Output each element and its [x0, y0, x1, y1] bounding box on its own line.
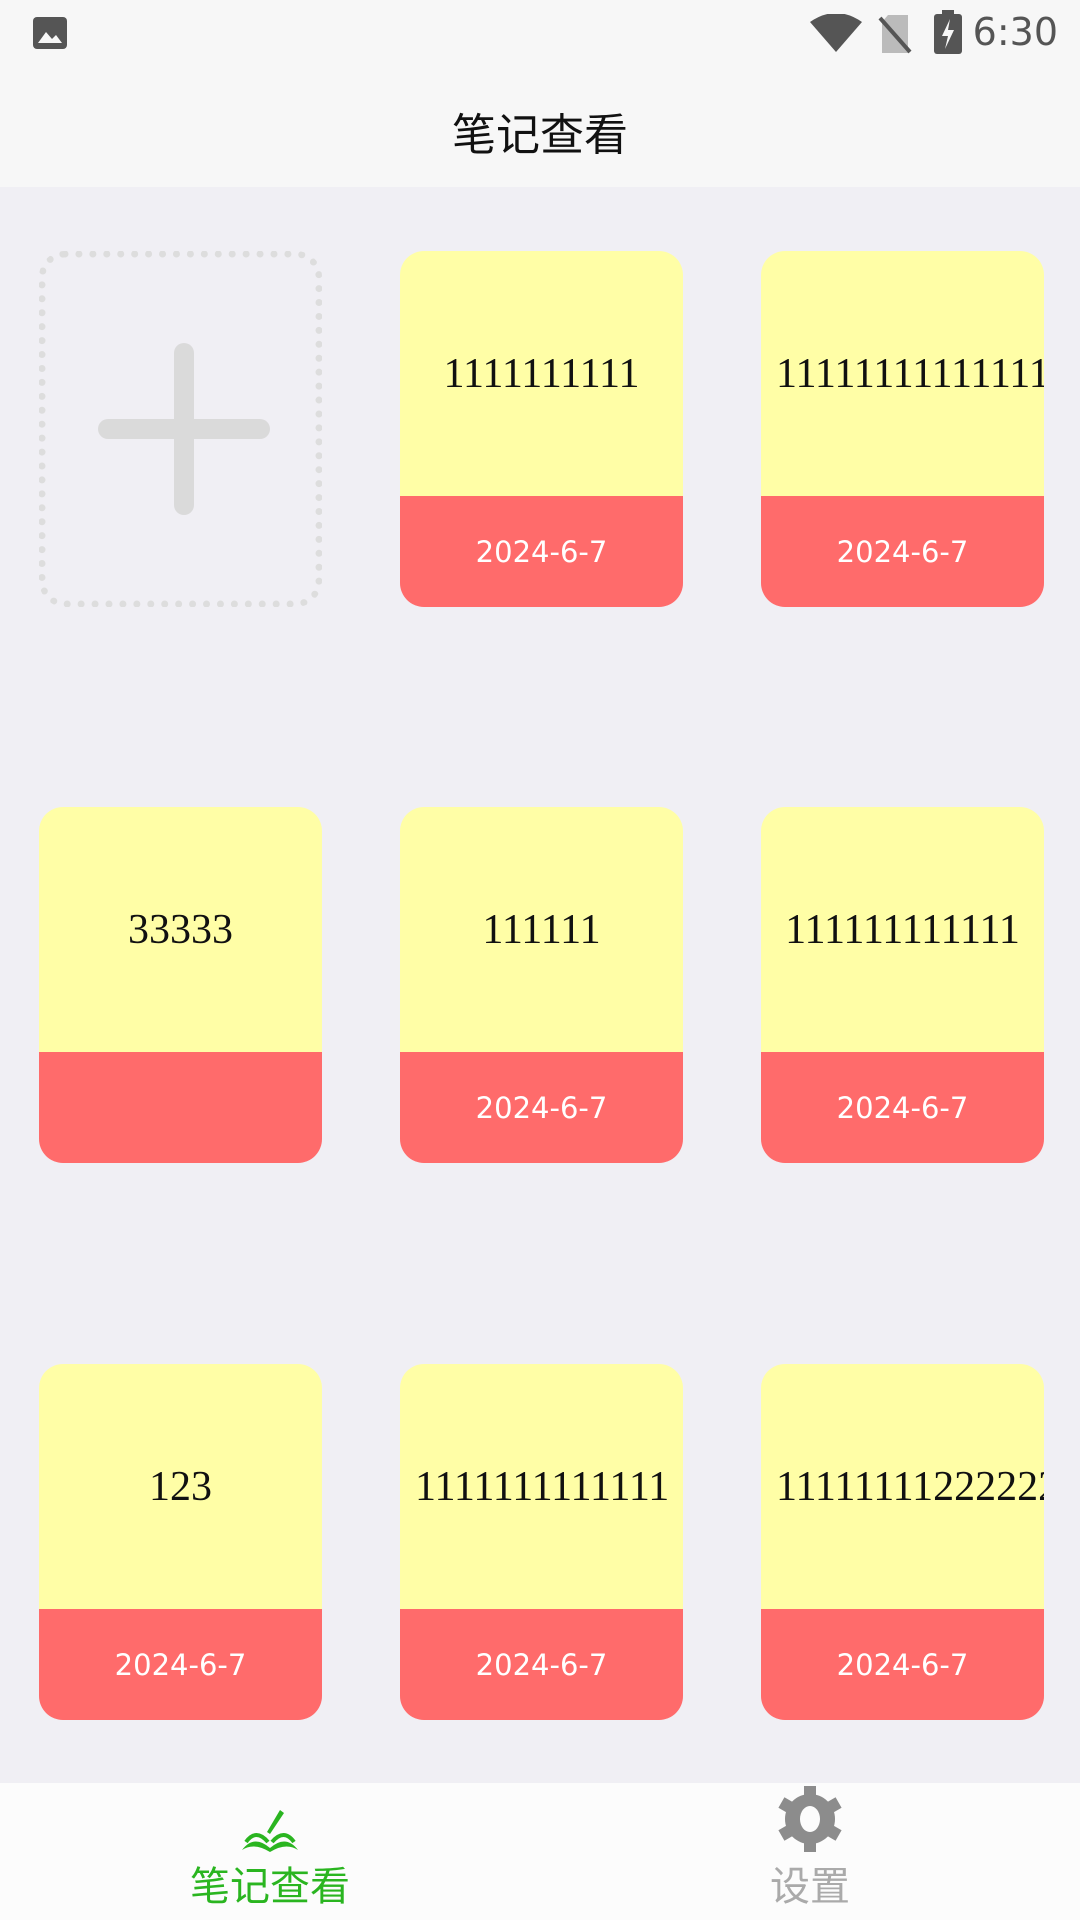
note-text: 1111111111111 — [415, 1463, 670, 1510]
status-bar: 6:30 — [0, 0, 1080, 75]
note-text: 111111111111 — [785, 906, 1020, 953]
note-date: 2024-6-7 — [400, 1609, 683, 1720]
note-date: 2024-6-7 — [400, 1052, 683, 1163]
status-time: 6:30 — [972, 10, 1058, 54]
note-body: 11111111111111 — [761, 251, 1044, 496]
tab-settings[interactable]: 设置 — [540, 1783, 1080, 1920]
tab-notes[interactable]: 笔记查看 — [0, 1783, 540, 1920]
note-body: 1111111111111 — [400, 1364, 683, 1609]
note-body: 11111111222222 — [761, 1364, 1044, 1609]
note-date — [39, 1052, 322, 1163]
note-date: 2024-6-7 — [400, 496, 683, 607]
note-card[interactable]: 123 2024-6-7 — [39, 1364, 322, 1720]
page-title: 笔记查看 — [0, 75, 1080, 187]
image-icon — [33, 17, 67, 49]
note-text: 11111111111111 — [776, 350, 1044, 397]
note-text: 33333 — [128, 906, 233, 953]
note-date: 2024-6-7 — [761, 1052, 1044, 1163]
note-text: 1111111111 — [443, 350, 640, 397]
no-sim-icon — [878, 15, 912, 54]
battery-charging-icon — [934, 10, 962, 54]
note-body: 33333 — [39, 807, 322, 1052]
note-card[interactable]: 111111 2024-6-7 — [400, 807, 683, 1163]
plus-icon-stem — [174, 343, 194, 515]
note-date: 2024-6-7 — [761, 1609, 1044, 1720]
note-body: 1111111111 — [400, 251, 683, 496]
note-text: 11111111222222 — [776, 1463, 1044, 1510]
note-card[interactable]: 1111111111 2024-6-7 — [400, 251, 683, 607]
note-date: 2024-6-7 — [39, 1609, 322, 1720]
tab-notes-label: 笔记查看 — [190, 1864, 350, 1910]
wifi-icon — [810, 14, 862, 52]
note-card[interactable]: 111111111111 2024-6-7 — [761, 807, 1044, 1163]
note-text: 111111 — [482, 906, 601, 953]
note-text: 123 — [149, 1463, 212, 1510]
add-note-button[interactable] — [39, 251, 322, 607]
note-card[interactable]: 1111111111111 2024-6-7 — [400, 1364, 683, 1720]
bottom-nav: 笔记查看 设置 — [0, 1783, 1080, 1920]
notebook-pen-icon — [242, 1810, 298, 1852]
gear-icon — [778, 1786, 842, 1852]
note-card[interactable]: 33333 — [39, 807, 322, 1163]
tab-settings-label: 设置 — [770, 1864, 850, 1910]
note-card[interactable]: 11111111111111 2024-6-7 — [761, 251, 1044, 607]
note-card[interactable]: 11111111222222 2024-6-7 — [761, 1364, 1044, 1720]
note-body: 111111 — [400, 807, 683, 1052]
note-date: 2024-6-7 — [761, 496, 1044, 607]
note-body: 111111111111 — [761, 807, 1044, 1052]
note-body: 123 — [39, 1364, 322, 1609]
